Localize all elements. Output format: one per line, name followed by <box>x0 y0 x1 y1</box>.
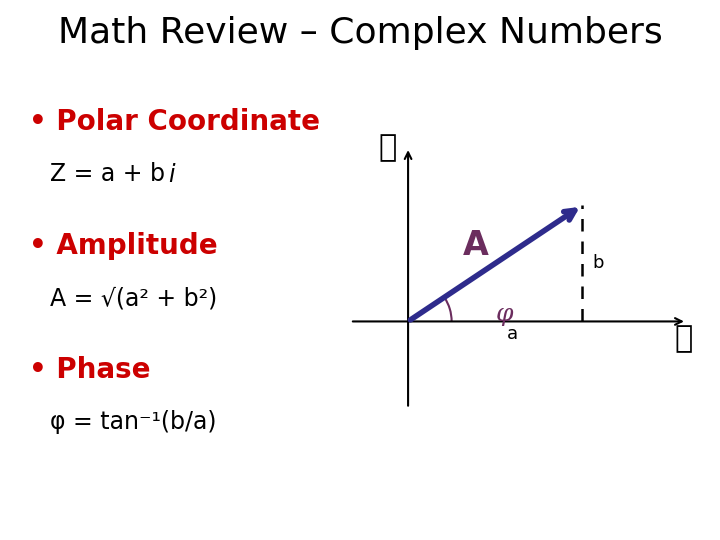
Text: b: b <box>593 254 604 272</box>
Text: φ: φ <box>495 303 513 326</box>
Text: Z = a + b: Z = a + b <box>50 162 166 186</box>
Text: Math Review – Complex Numbers: Math Review – Complex Numbers <box>58 16 662 50</box>
Text: i: i <box>168 163 174 187</box>
Text: a: a <box>507 325 518 343</box>
Text: φ = tan⁻¹(b/a): φ = tan⁻¹(b/a) <box>50 410 217 434</box>
Text: • Amplitude: • Amplitude <box>29 232 217 260</box>
Text: • Phase: • Phase <box>29 356 150 384</box>
Text: • Polar Coordinate: • Polar Coordinate <box>29 108 320 136</box>
Text: A: A <box>463 228 489 262</box>
Text: A = √(a² + b²): A = √(a² + b²) <box>50 286 217 310</box>
Text: ℜ: ℜ <box>675 323 693 355</box>
Text: ℑ: ℑ <box>379 132 397 163</box>
